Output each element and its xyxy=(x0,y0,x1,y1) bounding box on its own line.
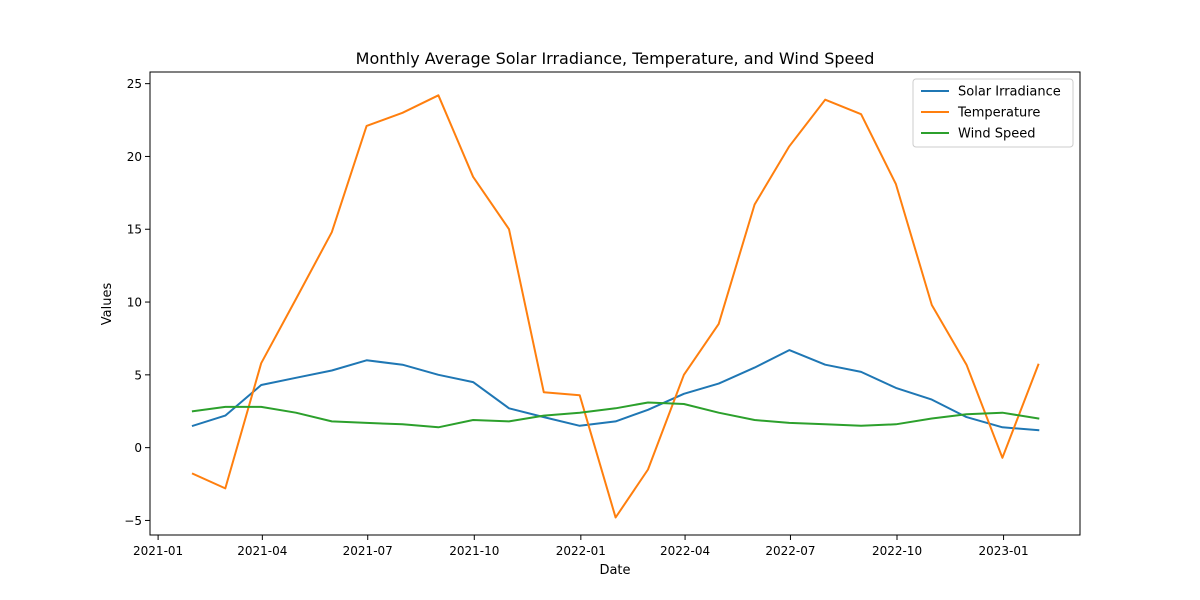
x-tick-label: 2021-07 xyxy=(343,544,393,558)
legend: Solar Irradiance Temperature Wind Speed xyxy=(912,78,1074,148)
x-tick-label: 2022-01 xyxy=(556,544,606,558)
legend-label: Solar Irradiance xyxy=(958,85,1061,100)
y-tick-label: 15 xyxy=(127,223,142,237)
legend-label: Temperature xyxy=(957,106,1040,121)
series-line-temperature xyxy=(191,94,1040,519)
x-axis-label: Date xyxy=(599,563,630,578)
x-tick-label: 2022-04 xyxy=(660,544,710,558)
x-tick-label: 2022-07 xyxy=(765,544,815,558)
x-tick-label: 2022-10 xyxy=(872,544,922,558)
x-axis: 2021-01 2021-04 2021-07 2021-10 2022-01 2022-… xyxy=(133,535,1029,558)
x-tick-label: 2021-10 xyxy=(449,544,499,558)
legend-box xyxy=(912,78,1074,148)
plot-frame xyxy=(149,71,1081,536)
y-axis-label: Values xyxy=(100,283,115,326)
x-tick-label: 2023-01 xyxy=(978,544,1028,558)
y-tick-label: 25 xyxy=(127,77,142,91)
y-axis: −5 0 5 10 15 20 25 xyxy=(124,77,150,528)
y-tick-label: 10 xyxy=(127,296,142,310)
series-line-solar-irradiance xyxy=(191,349,1040,432)
series-layer xyxy=(191,94,1040,519)
y-tick-label: 20 xyxy=(127,150,142,164)
chart-title: Monthly Average Solar Irradiance, Temper… xyxy=(356,49,875,68)
legend-label: Wind Speed xyxy=(958,127,1036,142)
series-line-wind-speed xyxy=(191,401,1040,429)
y-tick-label: 0 xyxy=(134,441,142,455)
y-tick-label: −5 xyxy=(124,514,142,528)
y-tick-label: 5 xyxy=(134,368,142,382)
x-tick-label: 2021-04 xyxy=(237,544,287,558)
x-tick-label: 2021-01 xyxy=(133,544,183,558)
